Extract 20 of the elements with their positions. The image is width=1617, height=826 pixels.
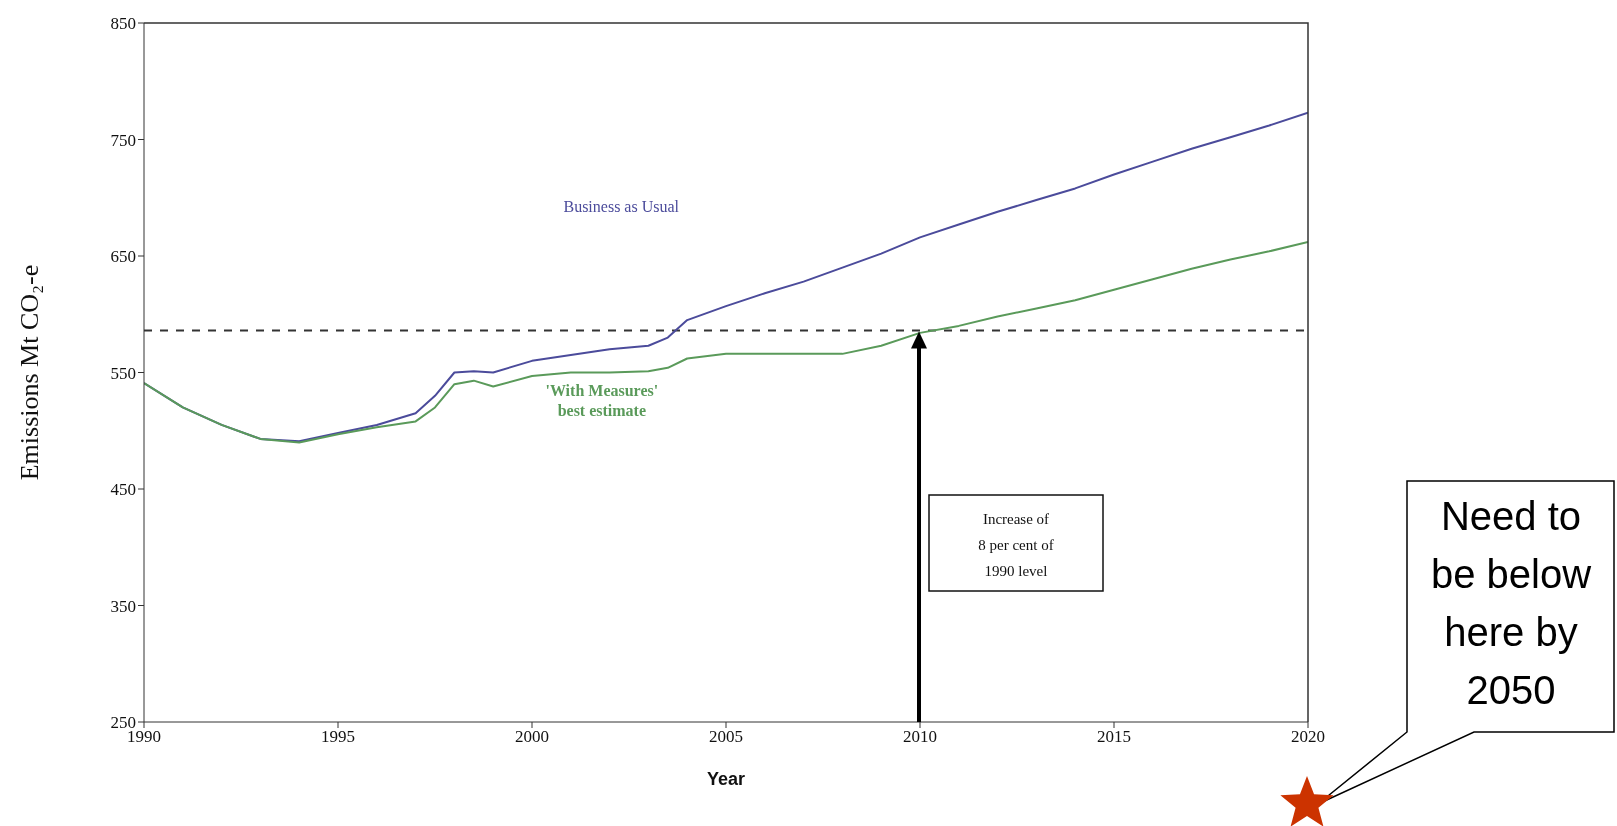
y-tick-label: 750	[110, 130, 136, 150]
text: Business as Usual	[563, 197, 680, 215]
x-tick-label: 2010	[903, 727, 937, 747]
y-tick-label: 550	[110, 363, 136, 383]
series-label: 'With Measures' best estimate	[545, 381, 659, 419]
x-tick-label: 2015	[1097, 727, 1131, 747]
x-tick-label: 1995	[321, 727, 355, 747]
annotation: Increase of 8 per cent of 1990 level	[978, 511, 1054, 579]
x-tick-label: 1990	[127, 727, 161, 747]
x-tick-label: 2020	[1291, 727, 1325, 747]
y-tick-label: 850	[110, 14, 136, 34]
y-tick-label: 650	[110, 247, 136, 267]
x-axis-title: Year	[706, 768, 746, 789]
y-axis-title: Emissions Mt CO₂-e	[15, 264, 44, 481]
y-tick-label: 350	[110, 596, 136, 616]
text: Need to be below here by 2050	[1430, 494, 1592, 712]
line-series	[144, 241, 1308, 444]
x-tick-label: 2005	[709, 727, 743, 747]
x-tick-label: 2000	[515, 727, 549, 747]
y-tick-label: 450	[110, 480, 136, 500]
